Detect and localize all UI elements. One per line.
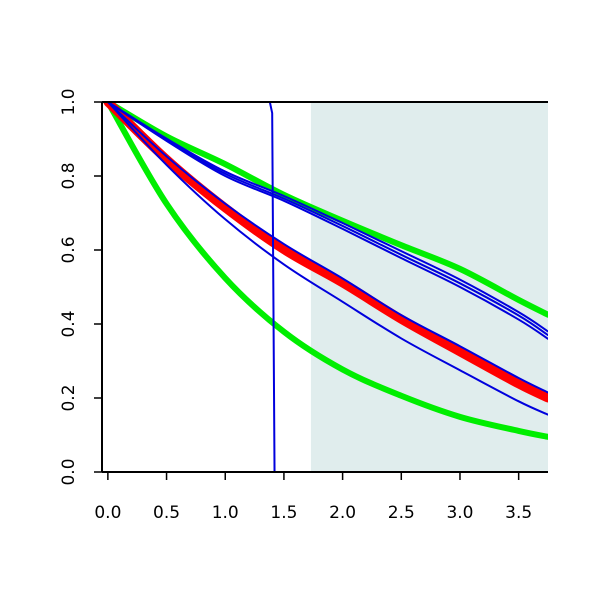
series-line-8 bbox=[106, 102, 548, 333]
series-line-6 bbox=[106, 102, 548, 340]
x-tick-label: 1.0 bbox=[212, 503, 239, 523]
series-line-7 bbox=[106, 102, 548, 337]
y-tick-label: 0.6 bbox=[59, 236, 79, 263]
series-line-5 bbox=[106, 102, 548, 394]
axis-layer: 0.0 0.5 1.0 1.5 2.0 2.5 3.0 3.5 0.0 0.2 0.4 0.6 0.8 1… bbox=[59, 88, 548, 523]
y-tick-label: 0.8 bbox=[59, 162, 79, 189]
y-tick-label: 0.0 bbox=[59, 458, 79, 485]
y-tick-label: 1.0 bbox=[59, 88, 79, 115]
x-tick-label: 2.5 bbox=[388, 503, 415, 523]
series-line-9 bbox=[104, 102, 548, 472]
series-line-4 bbox=[106, 102, 548, 416]
y-tick-label: 0.2 bbox=[59, 384, 79, 411]
series-line-1 bbox=[104, 102, 548, 440]
series-line-2 bbox=[104, 102, 548, 318]
x-tick-label: 3.5 bbox=[505, 503, 532, 523]
x-tick-label: 3.0 bbox=[446, 503, 473, 523]
x-tick-label: 2.0 bbox=[329, 503, 356, 523]
x-tick-label: 0.0 bbox=[94, 503, 121, 523]
series-line-3 bbox=[103, 102, 548, 403]
y-tick-label: 0.4 bbox=[59, 310, 79, 337]
x-tick-label: 1.5 bbox=[270, 503, 297, 523]
x-tick-label: 0.5 bbox=[153, 503, 180, 523]
series-layer bbox=[103, 102, 548, 472]
